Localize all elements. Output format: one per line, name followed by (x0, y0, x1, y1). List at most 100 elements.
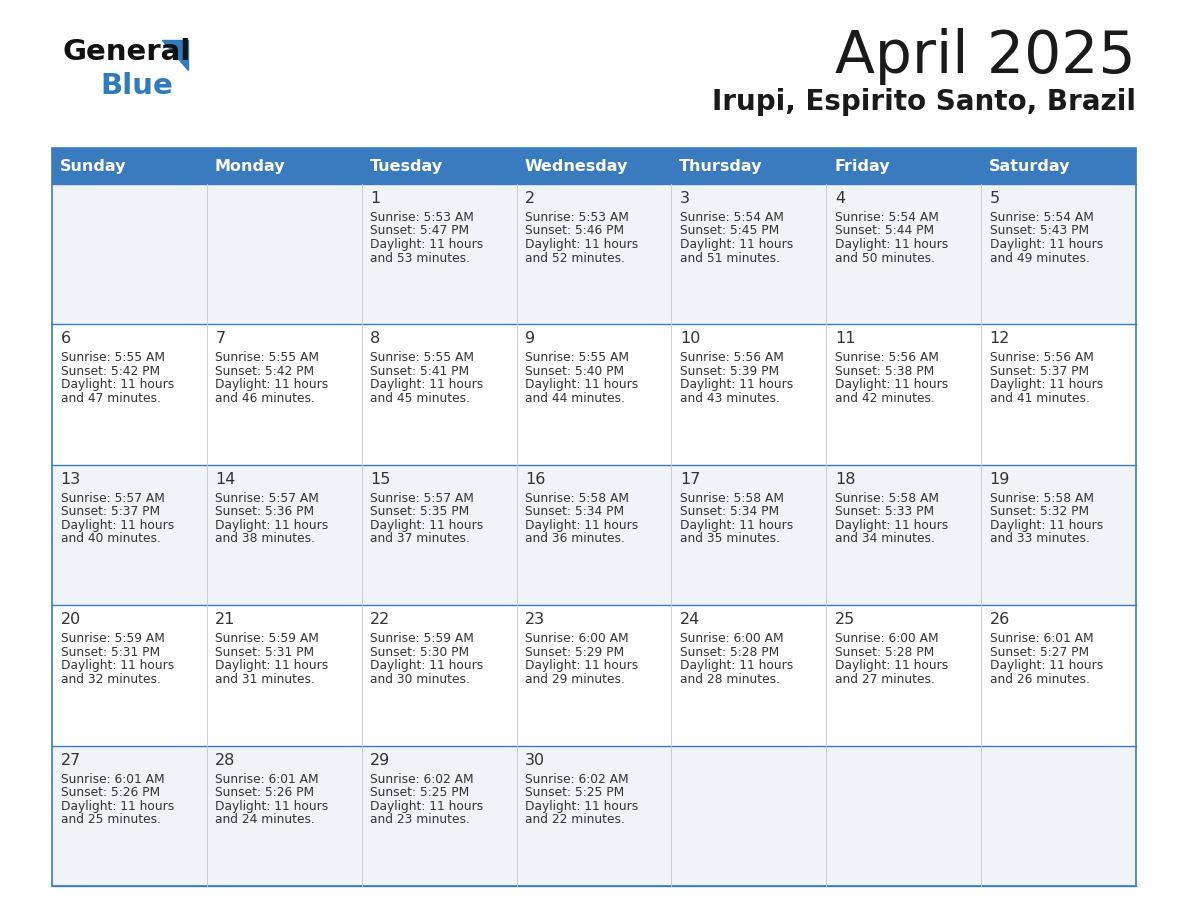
Text: Sunrise: 5:56 AM: Sunrise: 5:56 AM (835, 352, 939, 364)
Text: Sunset: 5:34 PM: Sunset: 5:34 PM (525, 505, 624, 519)
Text: General: General (62, 38, 190, 66)
Text: 7: 7 (215, 331, 226, 346)
Text: and 53 minutes.: and 53 minutes. (371, 252, 470, 264)
Text: 24: 24 (680, 612, 700, 627)
Text: Sunset: 5:45 PM: Sunset: 5:45 PM (680, 225, 779, 238)
Text: 6: 6 (61, 331, 70, 346)
Text: Daylight: 11 hours: Daylight: 11 hours (215, 378, 329, 391)
Text: Daylight: 11 hours: Daylight: 11 hours (680, 519, 794, 532)
Text: and 42 minutes.: and 42 minutes. (835, 392, 935, 405)
Text: 18: 18 (835, 472, 855, 487)
Bar (52, 745, 1136, 886)
Text: Saturday: Saturday (988, 159, 1070, 174)
Text: Sunset: 5:42 PM: Sunset: 5:42 PM (61, 364, 159, 378)
Bar (52, 148, 1136, 886)
Text: Sunrise: 6:02 AM: Sunrise: 6:02 AM (525, 773, 628, 786)
Text: Sunset: 5:46 PM: Sunset: 5:46 PM (525, 225, 624, 238)
Text: Sunrise: 5:58 AM: Sunrise: 5:58 AM (990, 492, 1094, 505)
Text: 23: 23 (525, 612, 545, 627)
Text: and 25 minutes.: and 25 minutes. (61, 813, 160, 826)
Text: Sunset: 5:37 PM: Sunset: 5:37 PM (990, 364, 1088, 378)
Text: and 38 minutes.: and 38 minutes. (215, 532, 315, 545)
Polygon shape (162, 40, 188, 70)
Text: 25: 25 (835, 612, 855, 627)
Text: 4: 4 (835, 191, 845, 206)
Text: Sunrise: 5:54 AM: Sunrise: 5:54 AM (835, 211, 939, 224)
Text: Daylight: 11 hours: Daylight: 11 hours (61, 519, 173, 532)
Text: Sunrise: 6:00 AM: Sunrise: 6:00 AM (525, 633, 628, 645)
Text: 11: 11 (835, 331, 855, 346)
Text: Daylight: 11 hours: Daylight: 11 hours (215, 519, 329, 532)
Text: Sunrise: 6:00 AM: Sunrise: 6:00 AM (835, 633, 939, 645)
Text: Tuesday: Tuesday (369, 159, 443, 174)
Text: Sunrise: 6:01 AM: Sunrise: 6:01 AM (990, 633, 1093, 645)
Text: and 22 minutes.: and 22 minutes. (525, 813, 625, 826)
Text: Sunset: 5:44 PM: Sunset: 5:44 PM (835, 225, 934, 238)
Text: 5: 5 (990, 191, 1000, 206)
Text: 26: 26 (990, 612, 1010, 627)
Text: and 44 minutes.: and 44 minutes. (525, 392, 625, 405)
Text: Daylight: 11 hours: Daylight: 11 hours (990, 519, 1102, 532)
Text: Daylight: 11 hours: Daylight: 11 hours (215, 800, 329, 812)
Text: and 24 minutes.: and 24 minutes. (215, 813, 315, 826)
Text: Sunrise: 5:58 AM: Sunrise: 5:58 AM (835, 492, 939, 505)
Text: Sunrise: 5:55 AM: Sunrise: 5:55 AM (61, 352, 164, 364)
Text: and 52 minutes.: and 52 minutes. (525, 252, 625, 264)
Text: 1: 1 (371, 191, 380, 206)
Text: Sunset: 5:25 PM: Sunset: 5:25 PM (371, 786, 469, 799)
Text: Sunrise: 6:00 AM: Sunrise: 6:00 AM (680, 633, 784, 645)
Text: and 49 minutes.: and 49 minutes. (990, 252, 1089, 264)
Text: and 41 minutes.: and 41 minutes. (990, 392, 1089, 405)
Text: April 2025: April 2025 (835, 28, 1136, 85)
Text: 19: 19 (990, 472, 1010, 487)
Text: Sunset: 5:27 PM: Sunset: 5:27 PM (990, 645, 1088, 659)
Text: and 23 minutes.: and 23 minutes. (371, 813, 470, 826)
Text: and 28 minutes.: and 28 minutes. (680, 673, 781, 686)
Text: Sunrise: 5:55 AM: Sunrise: 5:55 AM (525, 352, 630, 364)
Text: Daylight: 11 hours: Daylight: 11 hours (680, 378, 794, 391)
Text: 15: 15 (371, 472, 391, 487)
Text: Sunset: 5:40 PM: Sunset: 5:40 PM (525, 364, 624, 378)
Text: and 47 minutes.: and 47 minutes. (61, 392, 160, 405)
Text: and 34 minutes.: and 34 minutes. (835, 532, 935, 545)
Text: 2: 2 (525, 191, 536, 206)
Text: Sunset: 5:26 PM: Sunset: 5:26 PM (61, 786, 159, 799)
Text: Sunrise: 5:53 AM: Sunrise: 5:53 AM (525, 211, 628, 224)
Text: Sunrise: 5:59 AM: Sunrise: 5:59 AM (371, 633, 474, 645)
Text: and 50 minutes.: and 50 minutes. (835, 252, 935, 264)
Text: and 40 minutes.: and 40 minutes. (61, 532, 160, 545)
Text: Sunset: 5:28 PM: Sunset: 5:28 PM (680, 645, 779, 659)
Bar (52, 605, 1136, 745)
Text: Sunrise: 6:01 AM: Sunrise: 6:01 AM (215, 773, 320, 786)
Text: Sunrise: 5:57 AM: Sunrise: 5:57 AM (215, 492, 320, 505)
Text: Daylight: 11 hours: Daylight: 11 hours (525, 378, 638, 391)
Text: Sunrise: 5:59 AM: Sunrise: 5:59 AM (61, 633, 164, 645)
Text: Blue: Blue (100, 72, 172, 100)
Text: Irupi, Espirito Santo, Brazil: Irupi, Espirito Santo, Brazil (712, 88, 1136, 116)
Text: Daylight: 11 hours: Daylight: 11 hours (835, 378, 948, 391)
Text: Sunrise: 5:54 AM: Sunrise: 5:54 AM (680, 211, 784, 224)
Text: Sunrise: 5:57 AM: Sunrise: 5:57 AM (61, 492, 164, 505)
Text: Sunset: 5:41 PM: Sunset: 5:41 PM (371, 364, 469, 378)
Text: Daylight: 11 hours: Daylight: 11 hours (371, 659, 484, 672)
Text: Thursday: Thursday (680, 159, 763, 174)
Bar (671, 148, 827, 184)
Text: Sunset: 5:31 PM: Sunset: 5:31 PM (61, 645, 159, 659)
Text: and 29 minutes.: and 29 minutes. (525, 673, 625, 686)
Text: Sunrise: 5:58 AM: Sunrise: 5:58 AM (525, 492, 630, 505)
Text: Sunset: 5:43 PM: Sunset: 5:43 PM (990, 225, 1088, 238)
Text: and 51 minutes.: and 51 minutes. (680, 252, 781, 264)
Text: Monday: Monday (215, 159, 285, 174)
Text: Daylight: 11 hours: Daylight: 11 hours (61, 659, 173, 672)
Text: and 36 minutes.: and 36 minutes. (525, 532, 625, 545)
Text: Sunset: 5:35 PM: Sunset: 5:35 PM (371, 505, 469, 519)
Text: Sunrise: 5:54 AM: Sunrise: 5:54 AM (990, 211, 1093, 224)
Text: Sunset: 5:30 PM: Sunset: 5:30 PM (371, 645, 469, 659)
Bar (52, 184, 1136, 324)
Text: Daylight: 11 hours: Daylight: 11 hours (525, 659, 638, 672)
Text: Daylight: 11 hours: Daylight: 11 hours (525, 238, 638, 251)
Text: Sunset: 5:34 PM: Sunset: 5:34 PM (680, 505, 779, 519)
Text: Sunrise: 5:59 AM: Sunrise: 5:59 AM (215, 633, 320, 645)
Text: and 33 minutes.: and 33 minutes. (990, 532, 1089, 545)
Text: Daylight: 11 hours: Daylight: 11 hours (835, 238, 948, 251)
